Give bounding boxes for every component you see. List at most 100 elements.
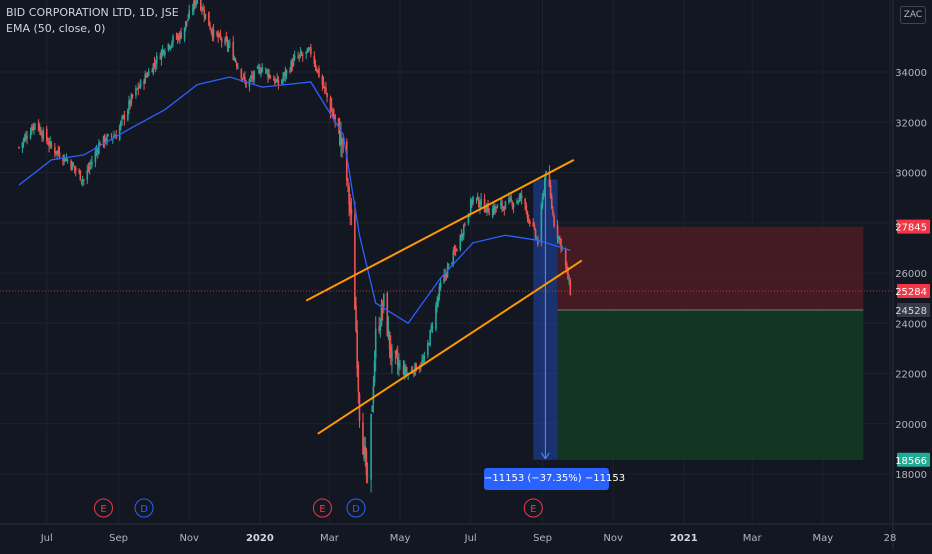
candle-body <box>212 29 215 38</box>
candle-body <box>509 198 511 201</box>
candle-body <box>91 161 93 166</box>
candle-body <box>337 118 340 126</box>
candle-body <box>452 250 455 263</box>
candle-body <box>480 198 482 206</box>
candle-body <box>81 179 84 181</box>
candle-body <box>472 196 474 204</box>
candle-body <box>459 235 462 250</box>
candle-body <box>103 135 106 144</box>
candle-body <box>218 33 221 37</box>
candle-body <box>169 46 172 49</box>
candle-body <box>184 21 187 29</box>
candle-body <box>422 360 425 362</box>
candle-body <box>537 239 539 245</box>
candle-body <box>381 308 384 310</box>
candle-body <box>211 31 214 37</box>
candle-body <box>334 115 336 120</box>
earnings-event-icon <box>523 498 543 518</box>
candle-body <box>177 35 180 41</box>
candle-body <box>541 196 544 207</box>
price-tick-label: 20000 <box>895 420 927 431</box>
candle-body <box>354 214 356 310</box>
candle-body <box>436 300 438 307</box>
candle-body <box>50 143 53 147</box>
candle-body <box>175 37 178 39</box>
candle-body <box>245 80 247 88</box>
candle-body <box>37 122 40 131</box>
candle-body <box>283 72 286 77</box>
candle-body <box>269 75 272 78</box>
candle-body <box>285 70 288 75</box>
candle-body <box>321 75 324 85</box>
candle-body <box>217 33 219 38</box>
candle-body <box>301 55 304 57</box>
candle-body <box>504 201 507 210</box>
candle-body <box>49 141 52 145</box>
candle-body <box>511 202 514 207</box>
candle-body <box>45 128 48 141</box>
candle-body <box>162 50 165 54</box>
event-letter: D <box>352 504 360 515</box>
candle-body <box>444 273 447 276</box>
currency-scale-button[interactable]: ZAC <box>900 6 926 24</box>
candle-body <box>348 186 350 205</box>
candle-body <box>79 170 82 181</box>
candle-body <box>378 326 380 332</box>
candle-body <box>256 66 259 69</box>
candle-body <box>418 367 421 370</box>
time-tick-label: May <box>812 533 833 544</box>
candle-body <box>556 224 559 238</box>
candle-body <box>290 60 292 72</box>
candle-body <box>356 330 358 369</box>
candle-body <box>502 206 504 209</box>
candle-body <box>512 203 515 208</box>
candle-body <box>405 366 407 373</box>
target-level-label: 18566 <box>895 456 927 467</box>
candle-body <box>193 0 195 10</box>
candle-body <box>195 0 197 5</box>
event-letter: E <box>100 504 106 515</box>
candle-body <box>566 264 568 269</box>
candle-body <box>402 365 405 374</box>
candle-body <box>467 215 470 224</box>
candle-body <box>429 329 431 346</box>
candle-body <box>395 350 398 356</box>
candle-body <box>240 68 243 79</box>
candle-body <box>517 201 519 203</box>
candle-body <box>242 75 245 77</box>
candle-body <box>567 269 569 280</box>
candle-body <box>155 55 158 64</box>
candle-body <box>460 234 463 239</box>
candle-body <box>313 56 316 64</box>
candle-body <box>427 342 429 356</box>
candle-body <box>234 59 237 62</box>
candle-body <box>461 234 464 237</box>
candle-body <box>453 250 456 252</box>
candle-body <box>475 198 478 200</box>
candle-body <box>347 179 349 182</box>
candle-body <box>542 193 545 198</box>
candle-body <box>135 88 137 96</box>
last-price-label: 25284 <box>895 287 927 298</box>
candle-body <box>32 126 34 130</box>
candle-body <box>110 135 113 138</box>
candle-body <box>342 138 345 143</box>
chart-legend: BID CORPORATION LTD, 1D, JSE EMA (50, cl… <box>6 5 179 37</box>
candle-body <box>187 18 189 21</box>
candle-body <box>96 150 99 153</box>
candle-body <box>298 55 301 57</box>
candle-body <box>253 70 255 81</box>
candle-body <box>257 67 260 69</box>
candle-body <box>74 167 77 171</box>
price-tick-label: 26000 <box>895 269 927 280</box>
candle-body <box>486 203 488 211</box>
candle-body <box>293 55 296 59</box>
candle-body <box>136 88 138 90</box>
candle-body <box>267 71 269 78</box>
candle-body <box>428 343 430 345</box>
time-tick-label: Mar <box>743 533 763 544</box>
candle-body <box>518 196 521 202</box>
candle-body <box>528 219 531 225</box>
